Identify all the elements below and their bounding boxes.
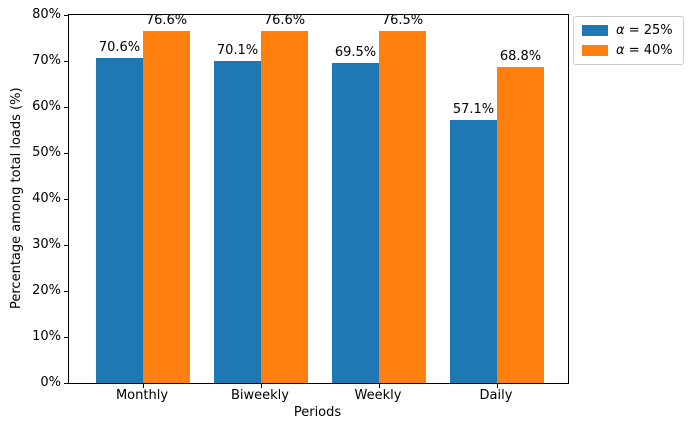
legend-entry: α = 40% <box>582 43 673 58</box>
y-tick-mark <box>64 244 68 246</box>
bar-value-label: 68.8% <box>499 48 542 64</box>
y-tick-mark <box>64 290 68 292</box>
legend-swatch <box>582 45 608 56</box>
alpha-symbol: α <box>616 43 625 58</box>
y-tick-mark <box>64 60 68 62</box>
y-tick-label: 0% <box>40 375 61 390</box>
y-tick-label: 30% <box>32 237 61 252</box>
x-tick-label: Monthly <box>115 388 169 403</box>
y-tick-label: 70% <box>32 53 61 68</box>
x-tick-label: Biweekly <box>231 388 289 403</box>
plot-area: 70.6% 76.6% 70.1% 76.6% 69.5% 76.5% 57.1% 68.8% <box>64 12 569 388</box>
bar-alpha-40 <box>379 31 426 383</box>
legend-label-text: = 25% <box>624 23 673 38</box>
x-tick-label: Daily <box>479 388 513 403</box>
bar-value-label: 69.5% <box>334 45 377 61</box>
y-tick-mark <box>64 14 68 16</box>
bar-value-label: 76.6% <box>263 12 306 28</box>
y-tick-mark <box>64 106 68 108</box>
x-tick-mark <box>142 384 144 388</box>
bar-alpha-25 <box>332 63 379 383</box>
x-axis-title: Periods <box>293 405 342 420</box>
legend-entry: α = 25% <box>582 23 673 38</box>
y-tick-mark <box>64 152 68 154</box>
y-tick-mark <box>64 198 68 200</box>
y-tick-label: 40% <box>32 191 61 206</box>
bar-value-label: 76.5% <box>381 13 424 29</box>
legend-label: α = 25% <box>616 23 673 38</box>
y-tick-label: 50% <box>32 145 61 160</box>
legend-label-text: = 40% <box>624 43 673 58</box>
bar-value-label: 76.6% <box>145 12 188 28</box>
y-tick-label: 60% <box>32 99 61 114</box>
legend: α = 25% α = 40% <box>573 16 684 65</box>
bar-alpha-25 <box>450 120 497 383</box>
x-tick-label: Weekly <box>354 388 402 403</box>
bar-value-label: 70.1% <box>216 42 259 58</box>
y-tick-mark <box>64 382 68 384</box>
alpha-symbol: α <box>616 23 625 38</box>
legend-label: α = 40% <box>616 43 673 58</box>
bar-alpha-25 <box>96 58 143 383</box>
y-tick-mark <box>64 336 68 338</box>
bar-alpha-40 <box>497 66 544 383</box>
x-tick-mark <box>496 384 498 388</box>
bar-alpha-40 <box>143 30 190 383</box>
bar-alpha-25 <box>214 60 261 383</box>
y-tick-label: 80% <box>32 7 61 22</box>
x-tick-mark <box>378 384 380 388</box>
bar-alpha-40 <box>261 30 308 383</box>
y-tick-label: 20% <box>32 283 61 298</box>
bar-value-label: 70.6% <box>98 40 141 56</box>
bar-value-label: 57.1% <box>452 102 495 118</box>
x-tick-mark <box>260 384 262 388</box>
y-tick-label: 10% <box>32 329 61 344</box>
legend-swatch <box>582 25 608 36</box>
